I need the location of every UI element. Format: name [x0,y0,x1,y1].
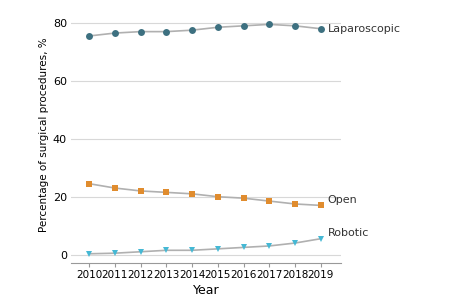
Y-axis label: Percentage of surgical procedures, %: Percentage of surgical procedures, % [39,37,49,232]
X-axis label: Year: Year [193,285,219,298]
Text: Robotic: Robotic [328,228,369,238]
Text: Laparoscopic: Laparoscopic [328,24,401,34]
Text: Open: Open [328,195,357,205]
